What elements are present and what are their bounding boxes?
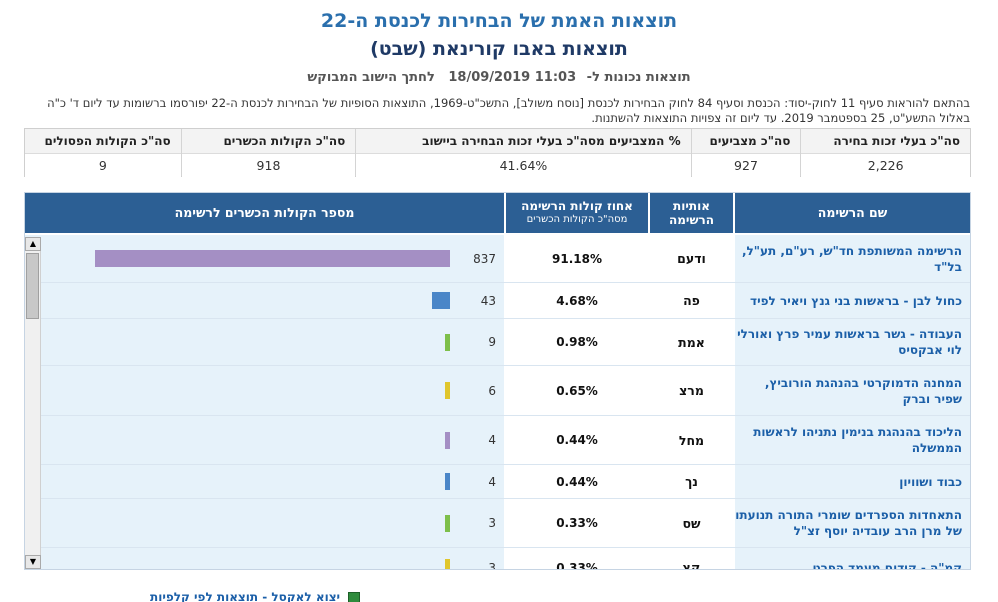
list-percent: 91.18%: [504, 235, 648, 282]
votes-cell: 3: [39, 499, 504, 547]
summary-turnout: % המצביעים מסה"כ בעלי זכות הבחירה ביישוב…: [355, 129, 691, 177]
list-percent: 0.33%: [504, 548, 648, 569]
header-percent-sub: מסה"כ הקולות הכשרים: [526, 214, 628, 225]
results-timestamp-line: תוצאות נכונות ל- 11:03 18/09/2019 לחתך ה…: [0, 70, 998, 85]
list-letters: פה: [648, 283, 733, 318]
results-table-body[interactable]: הרשימה המשותפת חד"ש, רע"ם, תע"ל, בל"ד ודע…: [25, 235, 970, 569]
vote-count: 4: [488, 474, 496, 489]
list-letters: אמת: [648, 319, 733, 365]
header-letters: אותיות הרשימה: [648, 193, 733, 233]
list-percent: 0.44%: [504, 465, 648, 498]
page-header: תוצאות האמת של הבחירות לכנסת ה-22 תוצאות…: [0, 8, 998, 85]
table-row: כבוד ושוויון נך 0.44% 4: [25, 465, 970, 499]
vote-count: 3: [488, 516, 496, 530]
list-name-link[interactable]: כחול לבן - בראשות בני גנץ ויאיר לפיד: [733, 283, 970, 318]
table-row: המחנה הדמוקרטי בהנהגת הורוביץ, שפיר וברק…: [25, 366, 970, 416]
table-row: העבודה - גשר בראשות עמיר פרץ ואורלי לוי …: [25, 319, 970, 366]
list-name-link[interactable]: התאחדות הספרדים שומרי התורה תנועתו של מר…: [733, 499, 970, 547]
votes-cell: 4: [39, 416, 504, 464]
vote-count: 3: [488, 560, 496, 570]
vote-count: 837: [473, 251, 496, 266]
locality-title: תוצאות באבו קורינאת (שבט): [370, 38, 628, 60]
results-table: שם הרשימה אותיות הרשימה אחוז קולות הרשימ…: [24, 192, 971, 570]
scroll-up-arrow-icon[interactable]: ▲: [25, 237, 41, 251]
valid-label: תוצאות נכונות ל-: [586, 70, 691, 85]
list-letters: שס: [648, 499, 733, 547]
vote-count: 9: [488, 335, 496, 349]
page-title: תוצאות האמת של הבחירות לכנסת ה-22: [320, 10, 678, 32]
list-percent: 0.33%: [504, 499, 648, 547]
scroll-down-arrow-icon[interactable]: ▼: [25, 555, 41, 569]
list-name-link[interactable]: הרשימה המשותפת חד"ש, רע"ם, תע"ל, בל"ד: [733, 235, 970, 282]
vertical-scrollbar[interactable]: ▲ ▼: [25, 237, 41, 569]
legal-notice: בהתאם להוראות סעיף 11 לחוק-יסוד: הכנסת ו…: [47, 96, 970, 125]
list-letters: נך: [648, 465, 733, 498]
export-excel-link[interactable]: יצוא לאקסל - תוצאות לפי קלפיות: [150, 590, 361, 602]
vote-bar: [445, 382, 450, 399]
list-percent: 0.65%: [504, 366, 648, 415]
scroll-thumb[interactable]: [26, 253, 39, 319]
summary-table: סה"כ בעלי זכות בחירה 2,226 סה"כ מצביעים …: [24, 128, 971, 177]
export-excel-label: יצוא לאקסל - תוצאות לפי קלפיות: [150, 590, 341, 602]
list-letters: קץ: [648, 548, 733, 569]
summary-eligible: סה"כ בעלי זכות בחירה 2,226: [800, 129, 970, 177]
vote-count: 43: [480, 293, 496, 308]
vote-bar: [445, 431, 450, 449]
votes-cell: 9: [39, 319, 504, 365]
list-name-link[interactable]: כבוד ושוויון: [733, 465, 970, 498]
list-name-link[interactable]: הליכוד בהנהגת בנימין נתניהו לראשות הממשל…: [733, 416, 970, 464]
vote-bar: [445, 473, 450, 490]
votes-cell: 4: [39, 465, 504, 498]
list-letters: מחל: [648, 416, 733, 464]
vote-bar: [95, 250, 450, 267]
list-letters: ודעם: [648, 235, 733, 282]
summary-voters: סה"כ מצביעים 927: [690, 129, 801, 177]
votes-cell: 3: [39, 548, 504, 569]
header-percent: אחוז קולות הרשימה מסה"כ הקולות הכשרים: [504, 193, 648, 233]
list-percent: 0.44%: [504, 416, 648, 464]
header-percent-label: אחוז קולות הרשימה: [521, 199, 633, 213]
vote-count: 6: [488, 383, 496, 398]
votes-cell: 43: [39, 283, 504, 318]
list-name-link[interactable]: המחנה הדמוקרטי בהנהגת הורוביץ, שפיר וברק: [733, 366, 970, 415]
excel-icon: [348, 591, 361, 602]
vote-count: 4: [488, 433, 496, 447]
header-list-name: שם הרשימה: [733, 193, 970, 233]
list-percent: 4.68%: [504, 283, 648, 318]
results-datetime: 11:03 18/09/2019: [448, 70, 577, 85]
table-row: כחול לבן - בראשות בני גנץ ויאיר לפיד פה 4.…: [25, 283, 970, 319]
vote-bar: [445, 559, 450, 569]
results-table-header: שם הרשימה אותיות הרשימה אחוז קולות הרשימ…: [25, 193, 970, 233]
vote-bar: [432, 292, 450, 309]
summary-invalid-votes: סה"כ הקולות הפסולים 9: [25, 129, 181, 177]
table-row: התאחדות הספרדים שומרי התורה תנועתו של מר…: [25, 499, 970, 548]
vote-bar: [445, 514, 450, 532]
table-row: קמ"ה - קידום מעמד הפרט קץ 0.33% 3: [25, 548, 970, 569]
list-name-link[interactable]: קמ"ה - קידום מעמד הפרט: [733, 548, 970, 569]
vote-bar: [445, 333, 450, 351]
list-name-link[interactable]: העבודה - גשר בראשות עמיר פרץ ואורלי לוי …: [733, 319, 970, 365]
list-percent: 0.98%: [504, 319, 648, 365]
list-letters: מרצ: [648, 366, 733, 415]
table-row: הליכוד בהנהגת בנימין נתניהו לראשות הממשל…: [25, 416, 970, 465]
votes-cell: 837: [39, 235, 504, 282]
summary-valid-votes: סה"כ הקולות הכשרים 918: [180, 129, 356, 177]
locality-link[interactable]: לחתך הישוב המבוקש: [307, 70, 435, 85]
header-votes: מספר הקולות הכשרים לרשימה: [174, 205, 355, 220]
votes-cell: 6: [39, 366, 504, 415]
table-row: הרשימה המשותפת חד"ש, רע"ם, תע"ל, בל"ד ודע…: [25, 235, 970, 283]
